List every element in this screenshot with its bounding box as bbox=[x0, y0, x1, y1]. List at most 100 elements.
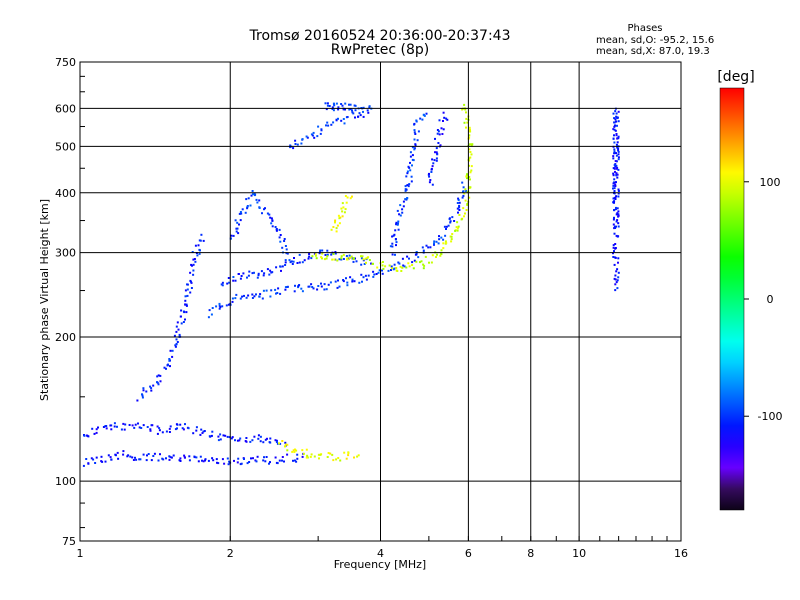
data-point bbox=[158, 429, 161, 432]
data-point bbox=[278, 459, 281, 462]
data-point bbox=[329, 452, 332, 455]
data-point bbox=[179, 423, 182, 426]
data-point bbox=[146, 454, 148, 457]
data-point bbox=[444, 240, 447, 243]
data-point bbox=[311, 134, 314, 137]
data-point bbox=[279, 240, 282, 243]
data-point bbox=[463, 121, 466, 124]
data-point bbox=[292, 147, 295, 150]
data-point bbox=[617, 276, 620, 279]
data-point bbox=[343, 211, 346, 214]
data-point bbox=[615, 120, 618, 123]
data-point bbox=[268, 441, 271, 444]
data-point bbox=[238, 223, 240, 226]
data-point bbox=[413, 147, 416, 150]
data-point bbox=[180, 309, 183, 312]
data-point bbox=[82, 464, 85, 467]
data-point bbox=[456, 221, 459, 224]
data-point bbox=[146, 426, 149, 428]
data-point bbox=[615, 172, 618, 175]
data-point bbox=[253, 435, 256, 438]
data-point bbox=[445, 225, 448, 228]
data-point bbox=[254, 459, 257, 462]
data-point bbox=[243, 458, 245, 460]
data-point bbox=[341, 210, 344, 213]
data-point bbox=[613, 124, 616, 127]
data-point bbox=[199, 455, 202, 458]
data-point bbox=[450, 240, 453, 243]
data-point bbox=[262, 274, 265, 277]
data-point bbox=[288, 259, 291, 262]
data-point bbox=[377, 271, 380, 274]
data-point bbox=[449, 220, 452, 223]
data-point bbox=[415, 253, 418, 256]
data-point bbox=[336, 286, 339, 289]
data-point bbox=[411, 261, 414, 264]
data-point bbox=[457, 225, 460, 228]
data-point bbox=[401, 266, 404, 269]
data-point bbox=[470, 169, 473, 172]
data-point bbox=[167, 363, 169, 366]
data-point bbox=[617, 190, 620, 192]
data-point bbox=[372, 275, 375, 278]
data-point bbox=[362, 276, 365, 279]
data-point bbox=[152, 455, 155, 457]
data-point bbox=[256, 201, 259, 204]
data-point bbox=[285, 248, 288, 251]
data-point bbox=[372, 270, 375, 273]
data-point bbox=[217, 435, 220, 438]
data-point bbox=[326, 121, 329, 124]
data-point bbox=[327, 283, 330, 286]
data-point bbox=[360, 263, 363, 266]
data-point bbox=[616, 141, 619, 144]
data-point bbox=[435, 256, 437, 258]
data-point bbox=[296, 453, 299, 456]
data-point bbox=[217, 439, 220, 442]
data-point bbox=[396, 209, 399, 212]
data-point bbox=[109, 456, 112, 459]
data-point bbox=[469, 171, 472, 174]
data-point bbox=[325, 288, 328, 291]
data-point bbox=[617, 135, 620, 138]
data-point bbox=[420, 260, 423, 263]
data-point bbox=[200, 233, 203, 236]
data-point bbox=[240, 462, 243, 465]
data-point bbox=[614, 129, 617, 132]
data-point bbox=[298, 261, 301, 264]
data-point bbox=[192, 273, 195, 276]
data-point bbox=[229, 237, 232, 240]
data-point bbox=[97, 426, 99, 429]
data-point bbox=[461, 108, 464, 111]
data-point bbox=[95, 431, 98, 434]
data-point bbox=[437, 142, 440, 144]
data-point bbox=[617, 225, 620, 228]
data-point bbox=[242, 272, 245, 275]
data-point bbox=[413, 129, 416, 132]
data-point bbox=[293, 451, 296, 453]
data-point bbox=[342, 253, 345, 256]
data-point bbox=[443, 116, 446, 119]
data-point bbox=[422, 263, 425, 266]
data-point bbox=[152, 384, 155, 387]
data-point bbox=[169, 425, 172, 428]
data-point bbox=[275, 266, 278, 269]
data-point bbox=[410, 175, 413, 178]
data-point bbox=[321, 252, 324, 255]
data-point bbox=[100, 455, 103, 458]
data-point bbox=[266, 212, 269, 215]
data-point bbox=[407, 262, 410, 265]
data-point bbox=[445, 242, 448, 245]
data-point bbox=[352, 257, 355, 260]
data-point bbox=[298, 253, 301, 256]
data-point bbox=[360, 273, 363, 276]
data-point bbox=[191, 251, 194, 253]
data-point bbox=[256, 276, 259, 279]
data-point bbox=[289, 261, 292, 264]
y-tick-label: 300 bbox=[55, 247, 76, 260]
data-point bbox=[283, 240, 286, 242]
data-point bbox=[194, 244, 197, 247]
data-point bbox=[235, 293, 238, 296]
grid-lines bbox=[80, 62, 681, 541]
data-point bbox=[294, 284, 296, 287]
data-point bbox=[427, 246, 430, 249]
